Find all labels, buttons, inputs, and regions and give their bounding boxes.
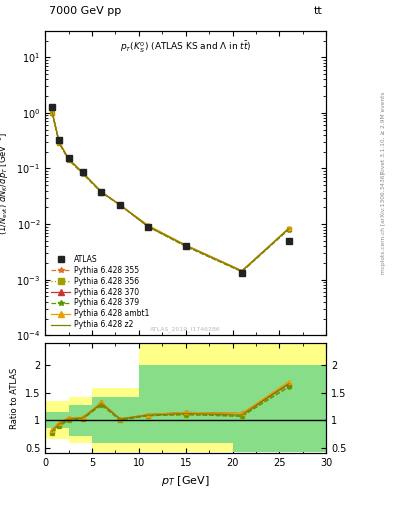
Y-axis label: $(1/N_\mathrm{evt})\ dN_K/dp_T\ [\mathrm{GeV}^{-1}]$: $(1/N_\mathrm{evt})\ dN_K/dp_T\ [\mathrm…: [0, 132, 11, 234]
X-axis label: $p_T$ [GeV]: $p_T$ [GeV]: [162, 474, 210, 487]
Text: tt: tt: [314, 6, 322, 16]
Text: ATLAS_2019_I1746286: ATLAS_2019_I1746286: [150, 327, 221, 332]
Text: Rivet 3.1.10, ≥ 2.9M events: Rivet 3.1.10, ≥ 2.9M events: [381, 92, 386, 175]
Text: 7000 GeV pp: 7000 GeV pp: [49, 6, 121, 16]
Legend: ATLAS, Pythia 6.428 355, Pythia 6.428 356, Pythia 6.428 370, Pythia 6.428 379, P: ATLAS, Pythia 6.428 355, Pythia 6.428 35…: [49, 252, 152, 332]
Y-axis label: Ratio to ATLAS: Ratio to ATLAS: [10, 368, 19, 429]
Text: $p_T(K^0_S)$ (ATLAS KS and $\Lambda$ in $t\bar{t}$): $p_T(K^0_S)$ (ATLAS KS and $\Lambda$ in …: [120, 40, 252, 55]
Text: mcplots.cern.ch [arXiv:1306.3436]: mcplots.cern.ch [arXiv:1306.3436]: [381, 172, 386, 273]
